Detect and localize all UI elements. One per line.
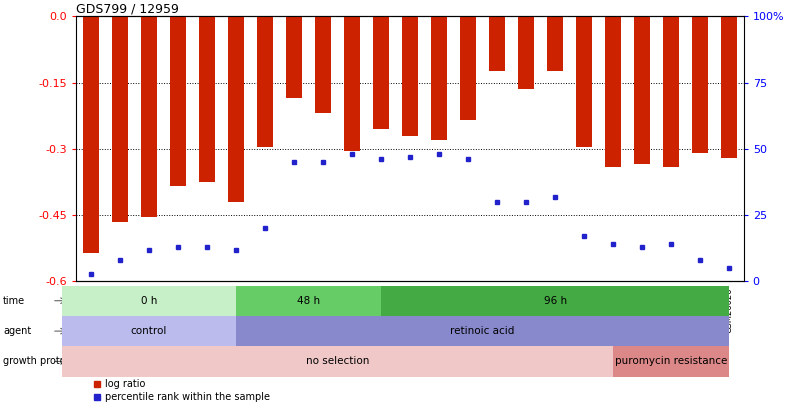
Text: puromycin resistance: puromycin resistance xyxy=(614,356,727,367)
Bar xyxy=(402,16,418,136)
Bar xyxy=(517,16,533,89)
Text: 48 h: 48 h xyxy=(296,296,320,306)
Text: 0 h: 0 h xyxy=(141,296,157,306)
Text: GDS799 / 12959: GDS799 / 12959 xyxy=(76,2,179,15)
Text: retinoic acid: retinoic acid xyxy=(450,326,514,336)
Bar xyxy=(286,16,302,98)
Bar xyxy=(198,16,214,182)
Bar xyxy=(691,16,707,153)
Text: time: time xyxy=(3,296,25,306)
Bar xyxy=(459,16,475,120)
Bar xyxy=(315,16,331,113)
Bar xyxy=(141,16,157,217)
Bar xyxy=(576,16,591,147)
Bar xyxy=(83,16,99,253)
Bar xyxy=(605,16,621,166)
Text: growth protocol: growth protocol xyxy=(3,356,79,367)
Bar xyxy=(373,16,389,129)
Bar xyxy=(257,16,272,147)
Bar xyxy=(488,16,504,71)
Bar xyxy=(228,16,243,202)
Bar xyxy=(662,16,679,166)
Bar xyxy=(169,16,185,186)
Bar xyxy=(634,16,650,164)
Bar xyxy=(720,16,736,158)
Text: agent: agent xyxy=(3,326,31,336)
Bar xyxy=(547,16,562,71)
Bar xyxy=(344,16,360,151)
Text: no selection: no selection xyxy=(305,356,369,367)
Legend: log ratio, percentile rank within the sample: log ratio, percentile rank within the sa… xyxy=(89,375,273,405)
Text: control: control xyxy=(131,326,167,336)
Bar xyxy=(430,16,446,140)
Bar xyxy=(112,16,128,222)
Text: 96 h: 96 h xyxy=(543,296,566,306)
